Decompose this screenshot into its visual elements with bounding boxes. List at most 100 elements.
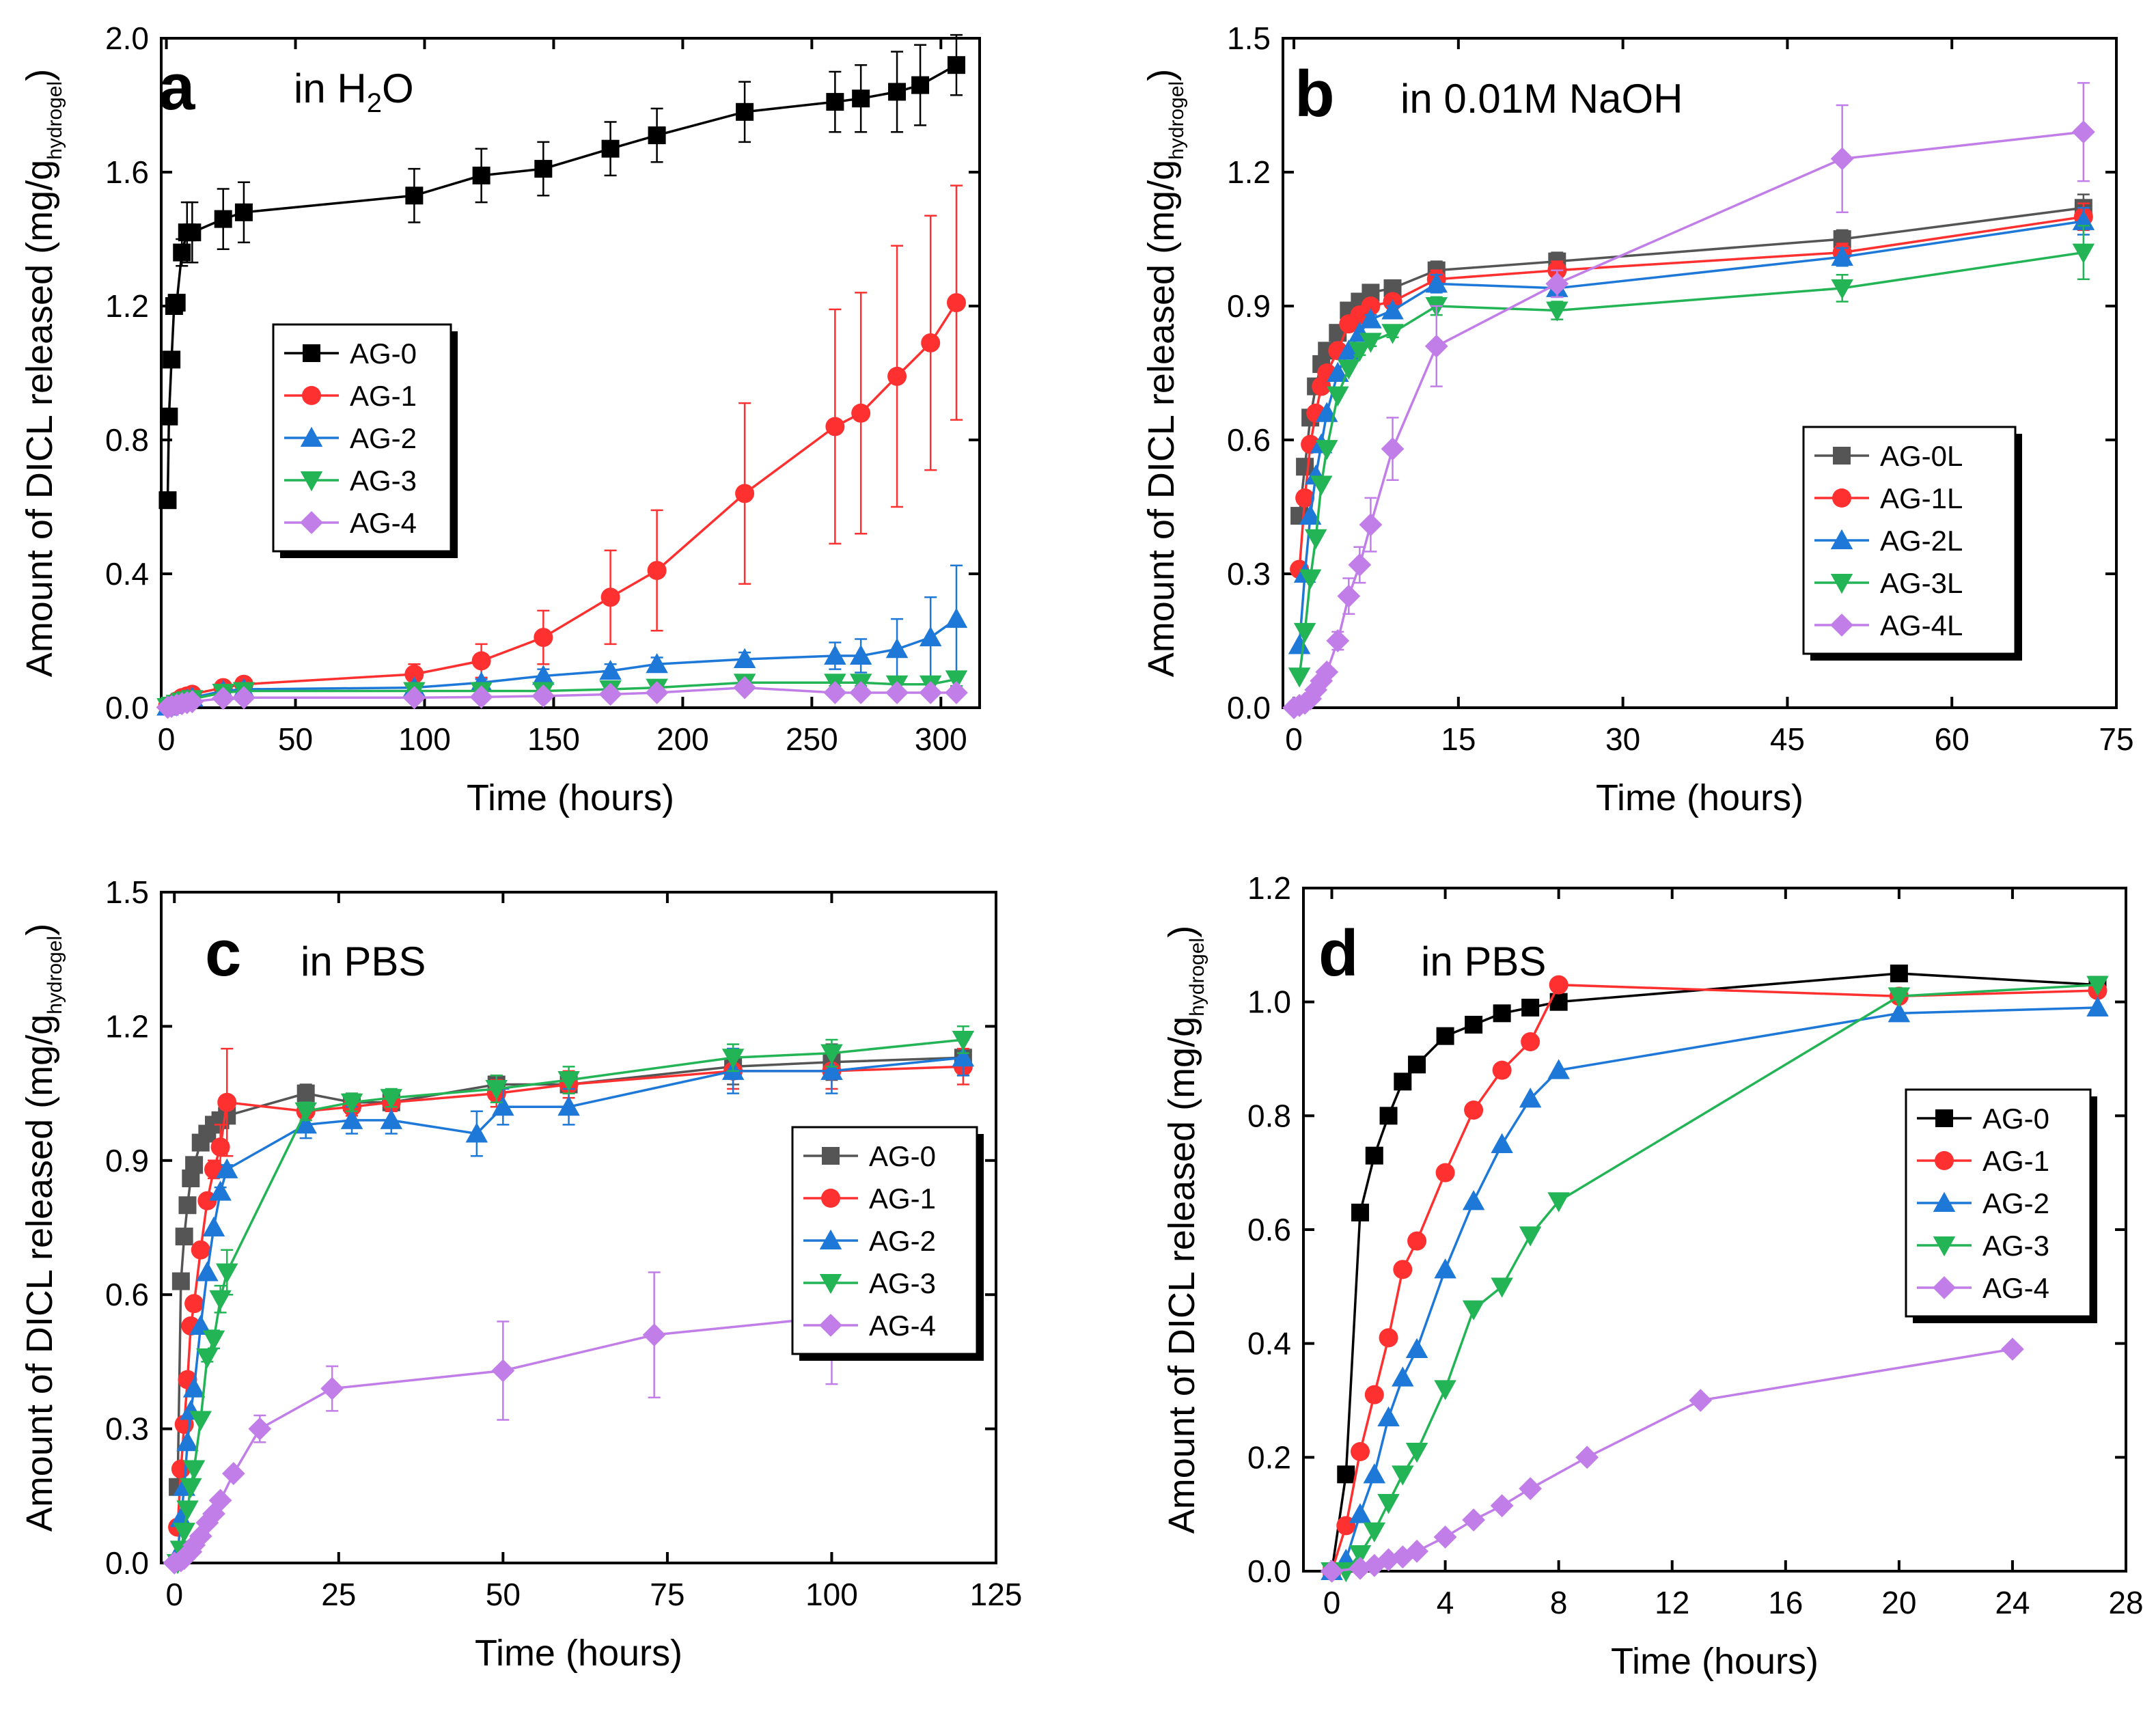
y-tick-label: 0.4 (1247, 1326, 1291, 1361)
x-tick-label: 0 (1323, 1585, 1341, 1620)
series-line (1331, 1348, 2013, 1573)
data-point (733, 648, 756, 668)
legend-marker (1832, 488, 1851, 508)
data-point (851, 403, 871, 423)
y-tick-label: 0.0 (1247, 1553, 1291, 1589)
data-point (921, 333, 941, 352)
data-point (1890, 965, 1908, 982)
x-tick-label: 250 (786, 721, 838, 757)
x-tick-label: 0 (158, 721, 176, 757)
chart-panel-d: 0 4 8 12 16 20 24 28 0.0 0.2 0.4 0.6 0.8 1.0 1.2 Time (… (1161, 870, 2144, 1682)
x-tick-label: 200 (657, 721, 709, 757)
data-point (1490, 1494, 1514, 1518)
y-tick-label: 0.6 (105, 1277, 149, 1312)
y-tick-label: 1.2 (1247, 870, 1291, 906)
data-point (1310, 475, 1333, 496)
data-point (221, 1462, 245, 1485)
data-point (178, 1196, 197, 1215)
data-point (2086, 996, 2109, 1016)
data-point (1293, 622, 1316, 644)
legend-marker (1933, 1236, 1956, 1257)
y-axis-title: Amount of DICL released (mg/ghydrogel) (1141, 69, 1188, 677)
panel-condition: in PBS (301, 939, 426, 984)
data-point (532, 665, 555, 685)
data-point (947, 56, 965, 74)
legend-label: AG-4 (350, 507, 417, 539)
data-point (340, 1109, 363, 1129)
data-point (888, 83, 907, 101)
data-point (296, 1084, 315, 1103)
series-AG-4 (156, 676, 968, 719)
legend-marker (1935, 1151, 1954, 1170)
y-tick-label: 2.0 (105, 20, 149, 56)
y-tick-label: 1.2 (105, 1008, 149, 1044)
legend-label: AG-3 (869, 1267, 936, 1299)
data-point (1689, 1389, 1713, 1412)
legend-label: AG-2 (350, 422, 417, 454)
data-point (946, 293, 966, 313)
legend-label: AG-1 (869, 1182, 936, 1215)
data-point (1831, 279, 1853, 300)
data-point (1327, 361, 1349, 382)
data-point (1361, 296, 1381, 316)
data-point (340, 1093, 363, 1113)
data-point (1519, 1226, 1542, 1247)
data-point (736, 102, 754, 121)
data-point (1359, 308, 1382, 329)
data-point (189, 1411, 212, 1431)
y-tick-label: 0.4 (105, 556, 149, 592)
data-point (735, 484, 755, 503)
data-point (647, 561, 667, 581)
legend-label: AG-1 (1982, 1145, 2049, 1177)
data-point (1391, 1545, 1415, 1569)
x-tick-label: 30 (1605, 721, 1640, 757)
x-tick-label: 150 (527, 721, 580, 757)
x-tick-label: 100 (398, 721, 451, 757)
data-point (1379, 1328, 1398, 1348)
data-point (232, 686, 255, 710)
y-tick-label: 0.9 (105, 1143, 149, 1178)
x-axis-title: Time (hours) (1596, 777, 1803, 818)
data-point (167, 294, 186, 312)
series-AG-0 (158, 33, 965, 510)
y-tick-label: 0.0 (1227, 690, 1271, 725)
data-point (2001, 1338, 2024, 1361)
data-point (211, 687, 235, 710)
plot-frame (160, 891, 997, 1564)
data-point (465, 1122, 488, 1143)
data-point (1547, 1192, 1570, 1213)
data-point (820, 1044, 843, 1064)
y-tick-label: 0.9 (1227, 288, 1271, 324)
x-tick-label: 16 (1768, 1585, 1803, 1620)
data-point (176, 1500, 199, 1521)
data-point (531, 684, 555, 708)
data-point (1424, 334, 1448, 358)
series-AG-3 (1321, 975, 2109, 1583)
data-point (1304, 529, 1327, 549)
panel-letter: c (205, 917, 241, 990)
x-tick-label: 12 (1655, 1585, 1689, 1620)
data-point (1381, 299, 1404, 320)
y-axis-title: Amount of DICL released (mg/ghydrogel) (19, 924, 66, 1532)
legend-marker (1933, 1276, 1956, 1299)
y-tick-label: 1.2 (1227, 154, 1271, 190)
data-point (1545, 272, 1569, 296)
data-point (405, 186, 424, 205)
data-point (1405, 1443, 1428, 1463)
data-point (217, 1092, 237, 1112)
data-point (952, 1046, 975, 1067)
data-point (1381, 324, 1404, 344)
data-point (380, 1109, 403, 1129)
series-AG-4 (163, 1249, 844, 1575)
legend-label: AG-3L (1880, 567, 1963, 599)
data-point (1465, 1016, 1483, 1034)
data-point (2071, 120, 2095, 144)
data-point (1393, 1260, 1413, 1279)
data-point (1363, 1463, 1386, 1484)
data-point (1521, 999, 1540, 1016)
data-point (472, 166, 490, 184)
plot-frame (160, 37, 981, 709)
y-tick-label: 0.0 (105, 1545, 149, 1581)
legend-label: AG-0 (869, 1140, 936, 1172)
data-point (820, 1060, 843, 1080)
